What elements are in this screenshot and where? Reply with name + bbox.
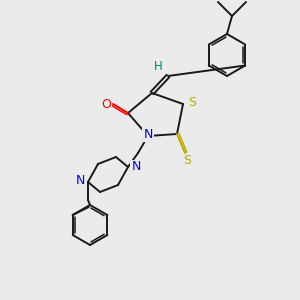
Text: S: S [188,97,196,110]
Text: H: H [154,59,162,73]
Text: N: N [131,160,141,173]
Text: S: S [183,154,191,167]
Text: N: N [143,128,153,140]
Text: O: O [101,98,111,110]
Text: N: N [75,175,85,188]
